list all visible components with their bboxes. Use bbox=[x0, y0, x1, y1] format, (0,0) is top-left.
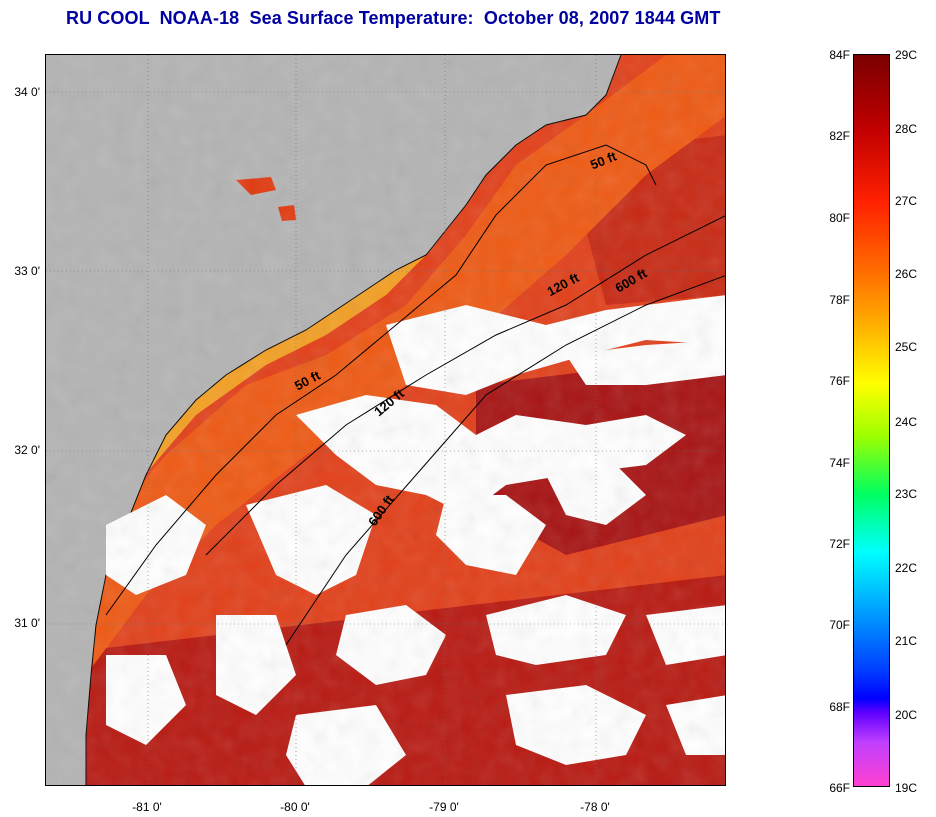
colorbar-c-24: 24C bbox=[895, 415, 918, 429]
isobath-120ft bbox=[205, 215, 725, 556]
colorbar-c-20: 20C bbox=[895, 708, 918, 722]
colorbar-f-76: 76F bbox=[829, 374, 850, 388]
isobath-600ft bbox=[285, 275, 725, 646]
colorbar-f-74: 74F bbox=[829, 456, 850, 470]
colorbar-c-23: 23C bbox=[895, 487, 918, 501]
isobaths bbox=[105, 144, 725, 646]
lat-label-33: 33 0' bbox=[14, 264, 40, 278]
lat-label-31: 31 0' bbox=[14, 616, 40, 630]
lat-label-32: 32 0' bbox=[14, 443, 40, 457]
colorbar-f-70: 70F bbox=[829, 618, 850, 632]
colorbar-f-68: 68F bbox=[829, 700, 850, 714]
sst-map-canvas bbox=[46, 55, 725, 785]
colorbar-f-84: 84F bbox=[829, 48, 850, 62]
colorbar-c-25: 25C bbox=[895, 340, 918, 354]
map-title: RU COOL NOAA-18 Sea Surface Temperature:… bbox=[66, 8, 721, 28]
colorbar-c-27: 27C bbox=[895, 194, 918, 208]
lon-label-81: -81 0' bbox=[132, 800, 162, 814]
colorbar-f-72: 72F bbox=[829, 537, 850, 551]
colorbar-f-66: 66F bbox=[829, 781, 850, 795]
colorbar-c-21: 21C bbox=[895, 634, 918, 648]
colorbar-f-78: 78F bbox=[829, 293, 850, 307]
isobath-50ft bbox=[105, 144, 657, 616]
colorbar-f-80: 80F bbox=[829, 211, 850, 225]
colorbar-c-22: 22C bbox=[895, 561, 918, 575]
sst-map: 50 ft 120 ft 600 ft 50 ft 120 ft 600 ft bbox=[45, 54, 726, 786]
colorbar-f-82: 82F bbox=[829, 129, 850, 143]
lon-label-79: -79 0' bbox=[429, 800, 459, 814]
colorbar-c-26: 26C bbox=[895, 267, 918, 281]
colorbar-c-19: 19C bbox=[895, 781, 918, 795]
colorbar-c-29: 29C bbox=[895, 48, 918, 62]
lon-label-78: -78 0' bbox=[580, 800, 610, 814]
temperature-colorbar bbox=[853, 54, 890, 787]
colorbar-c-28: 28C bbox=[895, 122, 918, 136]
graticule bbox=[46, 55, 725, 785]
lon-label-80: -80 0' bbox=[280, 800, 310, 814]
lat-label-34: 34 0' bbox=[14, 85, 40, 99]
